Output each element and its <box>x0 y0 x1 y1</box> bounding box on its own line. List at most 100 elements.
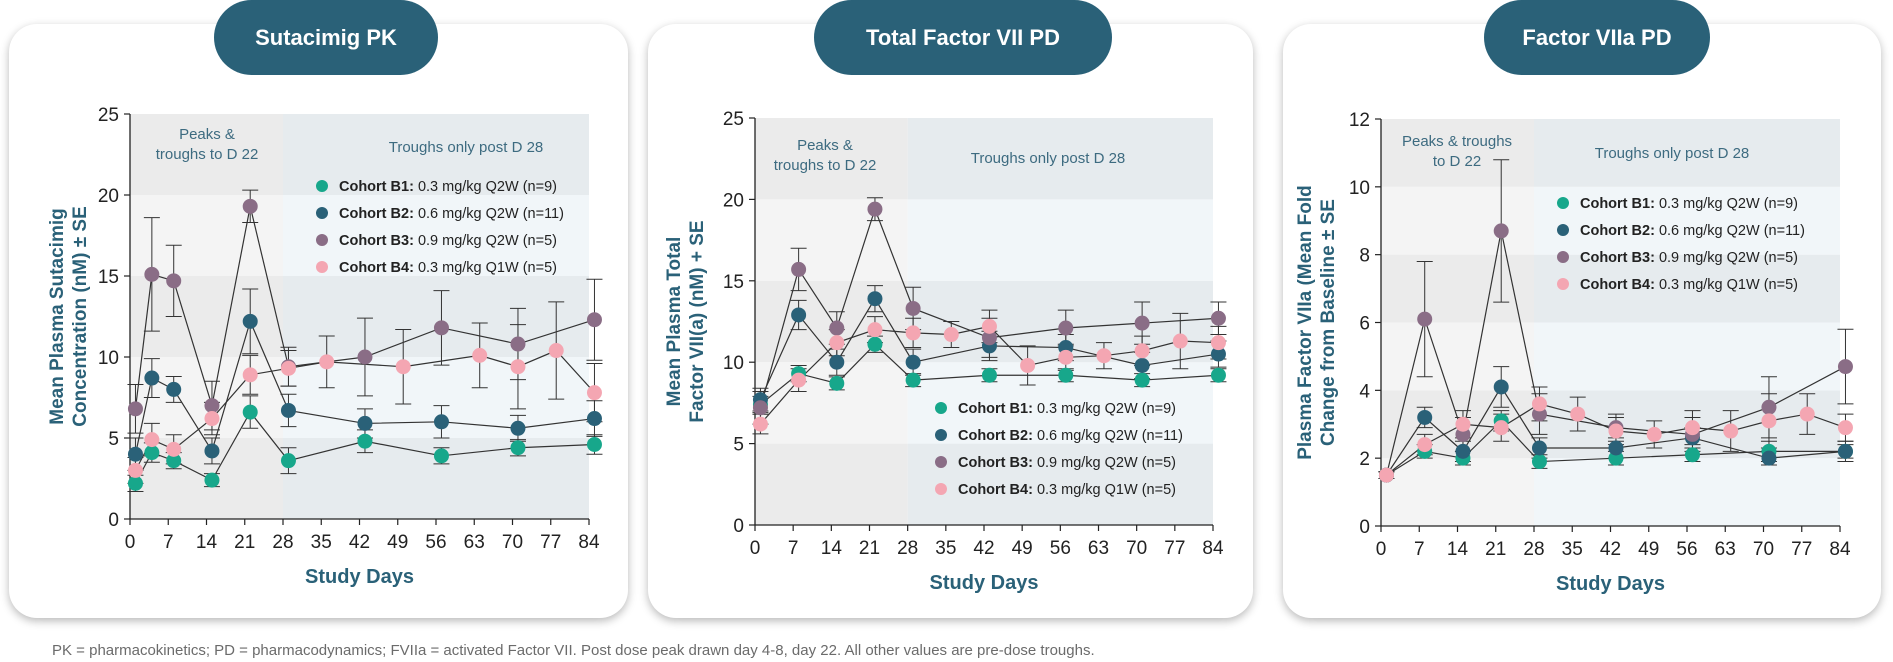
x-tick-label: 28 <box>1523 539 1544 560</box>
late-region-band <box>1534 254 1840 323</box>
legend-cohort-detail: 0.3 mg/kg Q1W (n=5) <box>1655 277 1798 293</box>
data-point <box>204 443 220 459</box>
y-tick-label: 20 <box>723 190 744 211</box>
x-tick-label: 56 <box>425 532 446 553</box>
x-tick-label: 77 <box>1164 538 1185 559</box>
legend-cohort-detail: 0.9 mg/kg Q2W (n=5) <box>414 233 557 249</box>
x-tick-label: 21 <box>234 532 255 553</box>
y-tick-label: 12 <box>1349 110 1370 131</box>
data-point <box>242 198 258 214</box>
annotation-late-region: Troughs only post D 28 <box>1595 145 1750 162</box>
data-point <box>1058 349 1074 365</box>
data-point <box>204 411 220 427</box>
y-axis-label: Plasma Factor VIIa (Mean Fold Change from… <box>1295 185 1339 460</box>
data-point <box>1020 357 1036 373</box>
data-point <box>127 475 143 491</box>
x-tick-label: 7 <box>163 532 174 553</box>
data-point <box>395 359 411 375</box>
x-tick-label: 7 <box>1414 539 1425 560</box>
data-point <box>1837 420 1853 436</box>
data-point <box>905 325 921 341</box>
x-tick-label: 42 <box>973 538 994 559</box>
x-tick-label: 0 <box>750 538 761 559</box>
x-tick-label: 77 <box>540 532 561 553</box>
x-tick-label: 84 <box>1829 539 1851 560</box>
data-point <box>433 320 449 336</box>
x-axis-label: Study Days <box>930 572 1039 594</box>
x-tick-label: 56 <box>1676 539 1697 560</box>
x-tick-label: 56 <box>1050 538 1071 559</box>
y-axis-label-line: Mean Plasma Total <box>664 237 685 407</box>
legend-cohort-name: Cohort B1: <box>1580 196 1655 212</box>
series-markers <box>752 318 1226 432</box>
y-tick-label: 6 <box>1359 314 1370 335</box>
y-tick-label: 5 <box>733 435 744 456</box>
data-point <box>357 433 373 449</box>
plot-background <box>1381 119 1840 526</box>
legend: Cohort B1: 0.3 mg/kg Q2W (n=9) Cohort B2:… <box>316 179 564 276</box>
late-region-band <box>283 195 589 276</box>
panel-title-tab: Sutacimig PK <box>214 0 438 75</box>
data-point <box>829 320 845 336</box>
y-tick-label: 10 <box>723 353 744 374</box>
legend-cohort-name: Cohort B4: <box>1580 277 1655 293</box>
legend-entry: Cohort B1: 0.3 mg/kg Q2W (n=9) <box>958 401 1176 417</box>
legend-entry: Cohort B1: 0.3 mg/kg Q2W (n=9) <box>339 179 557 195</box>
data-point <box>829 375 845 391</box>
early-region-band <box>1381 186 1534 255</box>
data-point <box>280 402 296 418</box>
x-tick-label: 63 <box>1715 539 1736 560</box>
x-tick-label: 14 <box>821 538 843 559</box>
late-region-band <box>283 114 589 195</box>
data-point <box>1210 335 1226 351</box>
data-point <box>867 336 883 352</box>
data-point <box>867 291 883 307</box>
data-point <box>1134 343 1150 359</box>
data-point <box>144 266 160 282</box>
annotation-early-region: troughs to D 22 <box>774 157 877 174</box>
x-axis-label: Study Days <box>1556 573 1665 595</box>
legend-cohort-name: Cohort B2: <box>339 206 414 222</box>
y-axis-label: Mean Plasma Total Factor VII(a) (nM) + SE <box>664 220 708 422</box>
y-tick-label: 5 <box>108 429 119 450</box>
legend-cohort-name: Cohort B2: <box>958 428 1033 444</box>
late-region-band <box>1534 119 1840 187</box>
data-point <box>829 335 845 351</box>
x-tick-label: 35 <box>311 532 332 553</box>
x-tick-label: 77 <box>1791 539 1812 560</box>
panel-factor-viia-pd: Peaks & troughs to D 22 Troughs only post … <box>1283 24 1881 618</box>
legend-cohort-name: Cohort B3: <box>339 233 414 249</box>
early-region-band <box>1381 254 1534 323</box>
legend-cohort-detail: 0.3 mg/kg Q1W (n=5) <box>414 260 557 276</box>
data-point <box>905 354 921 370</box>
data-point <box>510 420 526 436</box>
data-point <box>510 440 526 456</box>
early-region-band <box>1381 458 1534 526</box>
legend-marker <box>1557 251 1569 263</box>
legend-marker <box>1557 224 1569 236</box>
data-point <box>127 446 143 462</box>
x-tick-label: 63 <box>1088 538 1109 559</box>
data-point <box>752 400 768 416</box>
data-point <box>433 448 449 464</box>
data-point <box>1531 396 1547 412</box>
legend-cohort-name: Cohort B3: <box>958 455 1033 471</box>
late-region-band <box>1534 458 1840 526</box>
early-region-band <box>755 199 908 281</box>
y-tick-label: 2 <box>1359 449 1370 470</box>
data-point <box>1608 423 1624 439</box>
data-point <box>981 318 997 334</box>
y-axis-label-line: Factor VII(a) (nM) + SE <box>687 220 708 422</box>
data-point <box>510 359 526 375</box>
legend-entry: Cohort B3: 0.9 mg/kg Q2W (n=5) <box>958 455 1176 471</box>
data-point <box>1493 379 1509 395</box>
y-tick-label: 15 <box>98 267 119 288</box>
early-region-band <box>130 195 283 276</box>
annotation-early-region: Peaks & troughs <box>1402 133 1512 150</box>
annotation-early-region: to D 22 <box>1433 153 1481 170</box>
data-point <box>166 273 182 289</box>
legend-cohort-detail: 0.6 mg/kg Q2W (n=11) <box>1655 223 1805 239</box>
data-point <box>1684 447 1700 463</box>
data-point <box>586 312 602 328</box>
legend-marker <box>316 234 328 246</box>
